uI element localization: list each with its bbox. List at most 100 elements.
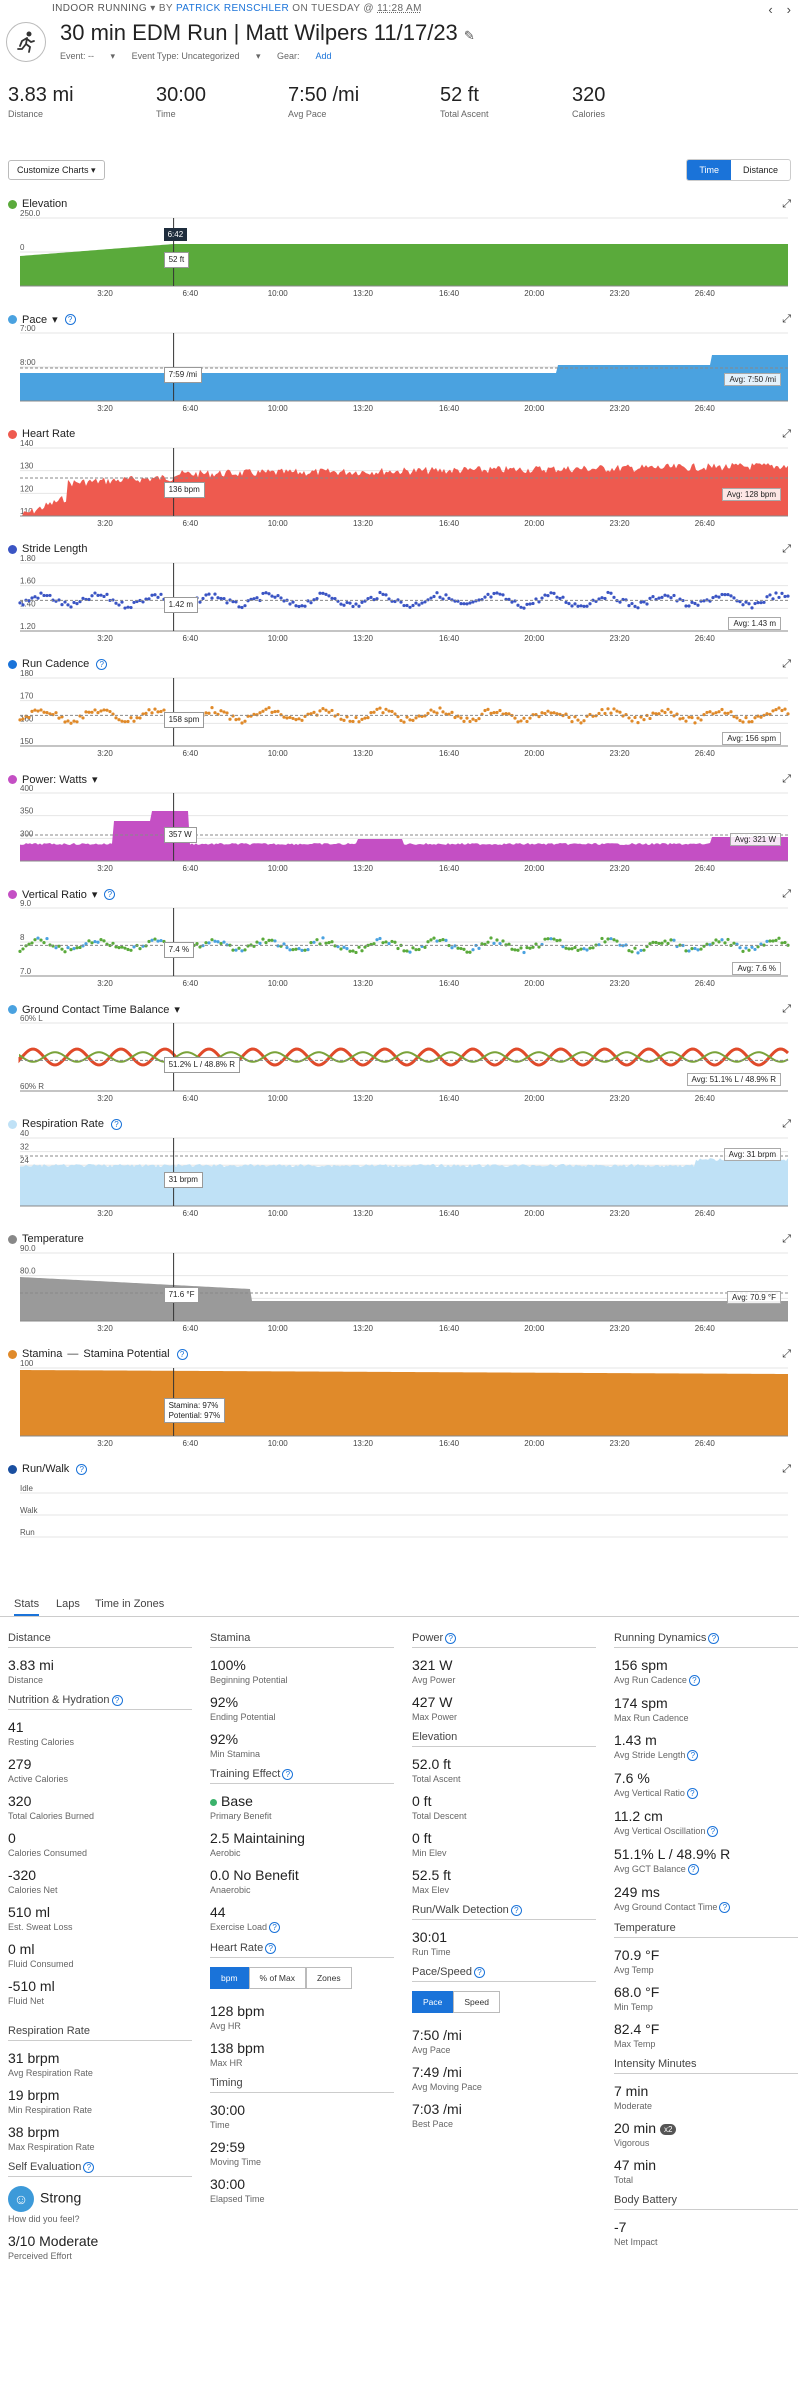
data-point: [252, 944, 256, 948]
chart-dropdown-icon[interactable]: ▾: [92, 774, 98, 786]
stat-value: 1.43 m: [614, 1732, 798, 1748]
tab-time-in-zones[interactable]: Time in Zones: [95, 1598, 165, 1610]
help-icon[interactable]: ?: [110, 1118, 122, 1130]
unit-toggle-button[interactable]: Speed: [453, 1991, 500, 2013]
previous-activity-icon[interactable]: ‹: [768, 2, 773, 17]
data-point: [720, 592, 724, 597]
data-point: [696, 948, 700, 952]
help-icon[interactable]: ?: [719, 1902, 731, 1913]
gear-add-link[interactable]: Add: [315, 51, 332, 61]
expand-icon[interactable]: ⤢: [782, 313, 791, 325]
help-icon[interactable]: ?: [473, 1967, 485, 1978]
expand-icon[interactable]: ⤢: [782, 1233, 791, 1245]
data-point: [429, 708, 433, 712]
chart-title: Respiration Rate?: [8, 1118, 122, 1130]
expand-icon[interactable]: ⤢: [782, 1463, 791, 1475]
help-icon[interactable]: ?: [83, 2162, 95, 2173]
help-icon[interactable]: ?: [269, 1922, 281, 1933]
stat-value: 427 W: [412, 1694, 596, 1710]
help-icon[interactable]: ?: [64, 314, 76, 325]
event-select[interactable]: Event: -- ▾: [60, 51, 116, 61]
unit-toggle-button[interactable]: bpm: [210, 1967, 249, 1989]
distance-toggle-button[interactable]: Distance: [742, 165, 778, 175]
activity-type-dropdown-icon[interactable]: ▾: [147, 3, 159, 14]
expand-icon[interactable]: ⤢: [782, 658, 791, 670]
activity-title[interactable]: 30 min EDM Run | Matt Wilpers 11/17/23: [60, 20, 458, 45]
help-icon[interactable]: ?: [265, 1943, 277, 1954]
chart-plot[interactable]: 4003503002503:206:4010:0013:2016:4020:00…: [0, 773, 799, 881]
data-point: [285, 716, 289, 720]
tab-stats[interactable]: Stats: [14, 1598, 40, 1616]
section-heading: Pace/Speed?: [412, 1966, 596, 1982]
expand-icon[interactable]: ⤢: [782, 773, 791, 785]
stat-value-text: 138 bpm: [210, 2040, 265, 2056]
help-icon[interactable]: ?: [111, 1695, 123, 1706]
help-icon[interactable]: ?: [282, 1769, 294, 1780]
help-icon[interactable]: ?: [76, 1463, 88, 1475]
unit-toggle-button[interactable]: Pace: [412, 1991, 454, 2013]
help-icon[interactable]: ?: [104, 889, 116, 900]
chart-plot[interactable]: 7:008:009:003:206:4010:0013:2016:4020:00…: [0, 313, 799, 421]
chart-plot[interactable]: 140 130 120 110 3:20 6:40 10:00 13:20 16:40 20:00…: [0, 428, 799, 536]
help-icon[interactable]: ?: [510, 1905, 522, 1916]
chart-plot[interactable]: 1005003:206:4010:0013:2016:4020:0023:202…: [0, 1348, 799, 1456]
customize-charts-button[interactable]: Customize Charts ▾: [8, 160, 105, 180]
activity-type[interactable]: INDOOR RUNNING: [52, 3, 148, 14]
help-icon[interactable]: ?: [445, 1633, 457, 1644]
next-activity-icon[interactable]: ›: [786, 2, 791, 17]
stat-value-text: -320: [8, 1867, 37, 1883]
chart-plot[interactable]: 1.80 1.60 1.40 1.20 3:20 6:40 10:00 13:20 16:40 2…: [0, 543, 799, 651]
chart-dropdown-icon[interactable]: ▾: [174, 1004, 180, 1016]
data-point: [372, 710, 376, 714]
x-tick-label: 20:00: [524, 289, 545, 298]
time-label[interactable]: 11:28 AM: [377, 3, 422, 14]
chart-plot[interactable]: 60% L 60% R 3:20 6:40 10:00 13:20 16:40 20:00 23…: [0, 1003, 799, 1111]
expand-icon[interactable]: ⤢: [782, 428, 791, 440]
data-point: [636, 721, 640, 725]
stat-value-text: 321 W: [412, 1657, 453, 1673]
data-point: [324, 941, 328, 945]
data-point: [357, 720, 361, 724]
section-title: Training Effect: [210, 1768, 281, 1780]
author-link[interactable]: PATRICK RENSCHLER: [175, 3, 290, 14]
unit-toggle-button[interactable]: % of Max: [248, 1967, 306, 1989]
chart-dropdown-icon[interactable]: ▾: [91, 889, 98, 901]
help-icon[interactable]: ?: [96, 658, 108, 670]
chart-plot[interactable]: 180 170 160 150 3:20 6:40 10:00 13:20 16:40 20:00…: [0, 658, 799, 766]
chart-plot[interactable]: 9.0 8 7.0 3:20 6:40 10:00 13:20 16:40 20:00 23:20…: [0, 888, 799, 996]
chart-plot[interactable]: 90.080.070.060.03:206:4010:0013:2016:402…: [0, 1233, 799, 1341]
chart-dropdown-icon[interactable]: ▾: [52, 314, 58, 326]
chart-plot[interactable]: Idle Walk Run: [0, 1463, 799, 1571]
expand-icon[interactable]: ⤢: [782, 1118, 791, 1130]
stat-value-text: 47 min: [614, 2157, 657, 2173]
expand-icon[interactable]: ⤢: [782, 1348, 791, 1360]
help-icon[interactable]: ?: [708, 1633, 720, 1644]
expand-icon[interactable]: ⤢: [782, 543, 791, 555]
help-icon[interactable]: ?: [687, 1750, 699, 1761]
summary-value: 7:50 /mi: [288, 84, 360, 106]
chart-plot[interactable]: 40322416803:206:4010:0013:2016:4020:0023…: [0, 1118, 799, 1226]
data-point: [288, 715, 292, 720]
data-point: [312, 940, 316, 944]
help-icon[interactable]: ?: [686, 1788, 698, 1799]
data-point: [729, 710, 733, 714]
data-point: [225, 943, 229, 947]
help-icon[interactable]: ?: [688, 1675, 700, 1686]
time-toggle-button[interactable]: Time: [687, 160, 731, 180]
help-icon[interactable]: ?: [687, 1864, 699, 1875]
data-point: [207, 711, 211, 715]
tab-laps[interactable]: Laps: [56, 1598, 80, 1610]
chart-plot[interactable]: 250.00-250.03:206:4010:0013:2016:4020:00…: [0, 198, 799, 306]
data-point: [42, 710, 46, 714]
pencil-icon[interactable]: ✎: [463, 28, 475, 43]
stat-value: 47 min: [614, 2157, 798, 2173]
help-icon[interactable]: ?: [176, 1348, 188, 1360]
data-point: [573, 945, 577, 950]
event-type-select[interactable]: Event Type: Uncategorized ▾: [131, 51, 261, 61]
data-point: [33, 938, 37, 942]
expand-icon[interactable]: ⤢: [782, 888, 791, 900]
unit-toggle-button[interactable]: Zones: [305, 1967, 352, 1989]
expand-icon[interactable]: ⤢: [782, 1003, 791, 1015]
help-icon[interactable]: ?: [707, 1826, 719, 1837]
expand-icon[interactable]: ⤢: [782, 198, 791, 210]
